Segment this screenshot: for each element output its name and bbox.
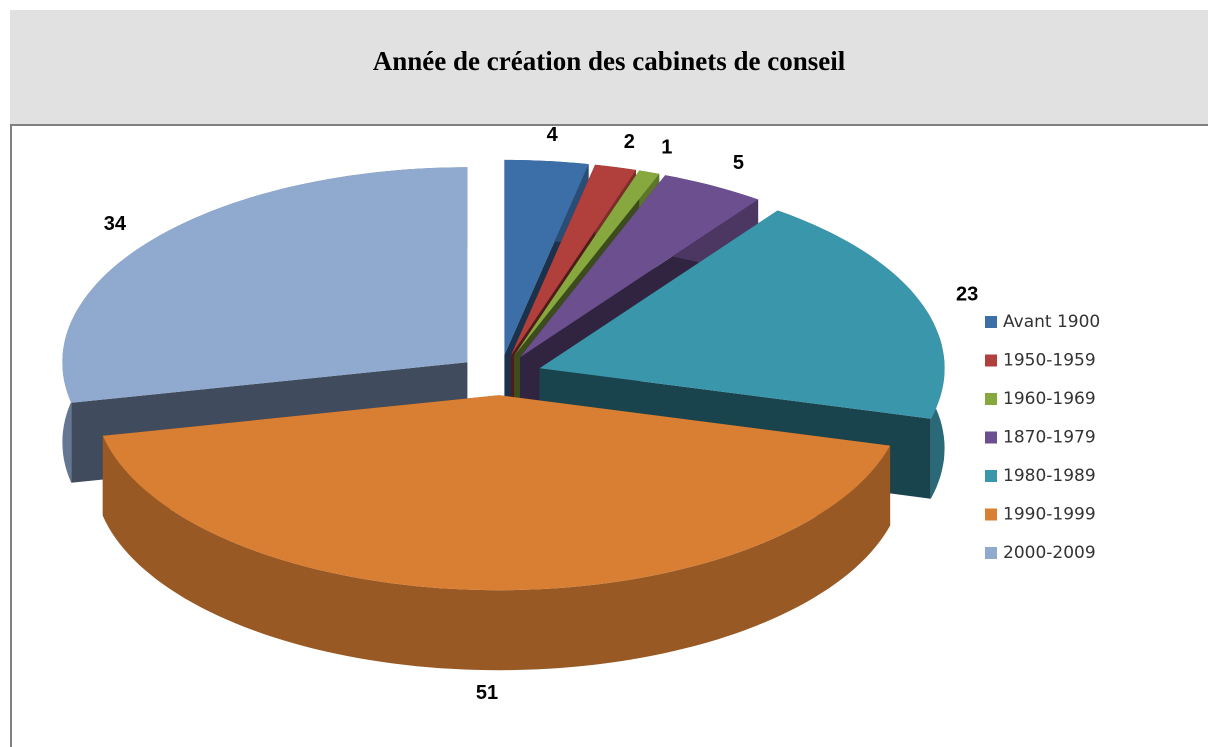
legend-label: Avant 1900 xyxy=(1003,312,1100,332)
data-label: 5 xyxy=(733,152,744,174)
legend-swatch xyxy=(985,393,997,405)
legend-swatch xyxy=(985,316,997,328)
data-label: 4 xyxy=(547,124,559,146)
legend-label: 1990-1999 xyxy=(1003,505,1096,525)
pie: 4 2 1 5 23 51 34 xyxy=(62,124,978,704)
legend-label: 2000-2009 xyxy=(1003,543,1096,563)
slice xyxy=(514,170,660,356)
slice xyxy=(539,210,945,419)
legend-label: 1960-1969 xyxy=(1003,389,1096,409)
chart-title: Année de création des cabinets de consei… xyxy=(373,46,846,76)
slice xyxy=(102,395,891,591)
slice-side xyxy=(102,435,891,671)
data-label: 51 xyxy=(476,682,498,704)
legend: Avant 1900 1950-1959 1960-1969 1870-1979 198… xyxy=(985,312,1100,563)
data-label: 2 xyxy=(624,131,635,153)
legend-label: 1870-1979 xyxy=(1003,428,1096,448)
legend-swatch xyxy=(985,470,997,482)
data-label: 1 xyxy=(661,137,672,159)
legend-swatch xyxy=(985,431,997,444)
slice xyxy=(504,159,589,355)
slice xyxy=(510,164,636,356)
legend-swatch xyxy=(985,508,997,521)
legend-label: 1980-1989 xyxy=(1003,466,1096,486)
header xyxy=(10,10,1208,125)
legend-swatch xyxy=(985,547,997,559)
slice xyxy=(62,167,468,403)
data-label: 23 xyxy=(956,284,978,306)
slice xyxy=(520,175,759,358)
legend-label: 1950-1959 xyxy=(1003,351,1096,371)
data-label: 34 xyxy=(104,213,127,235)
legend-swatch xyxy=(985,354,997,367)
